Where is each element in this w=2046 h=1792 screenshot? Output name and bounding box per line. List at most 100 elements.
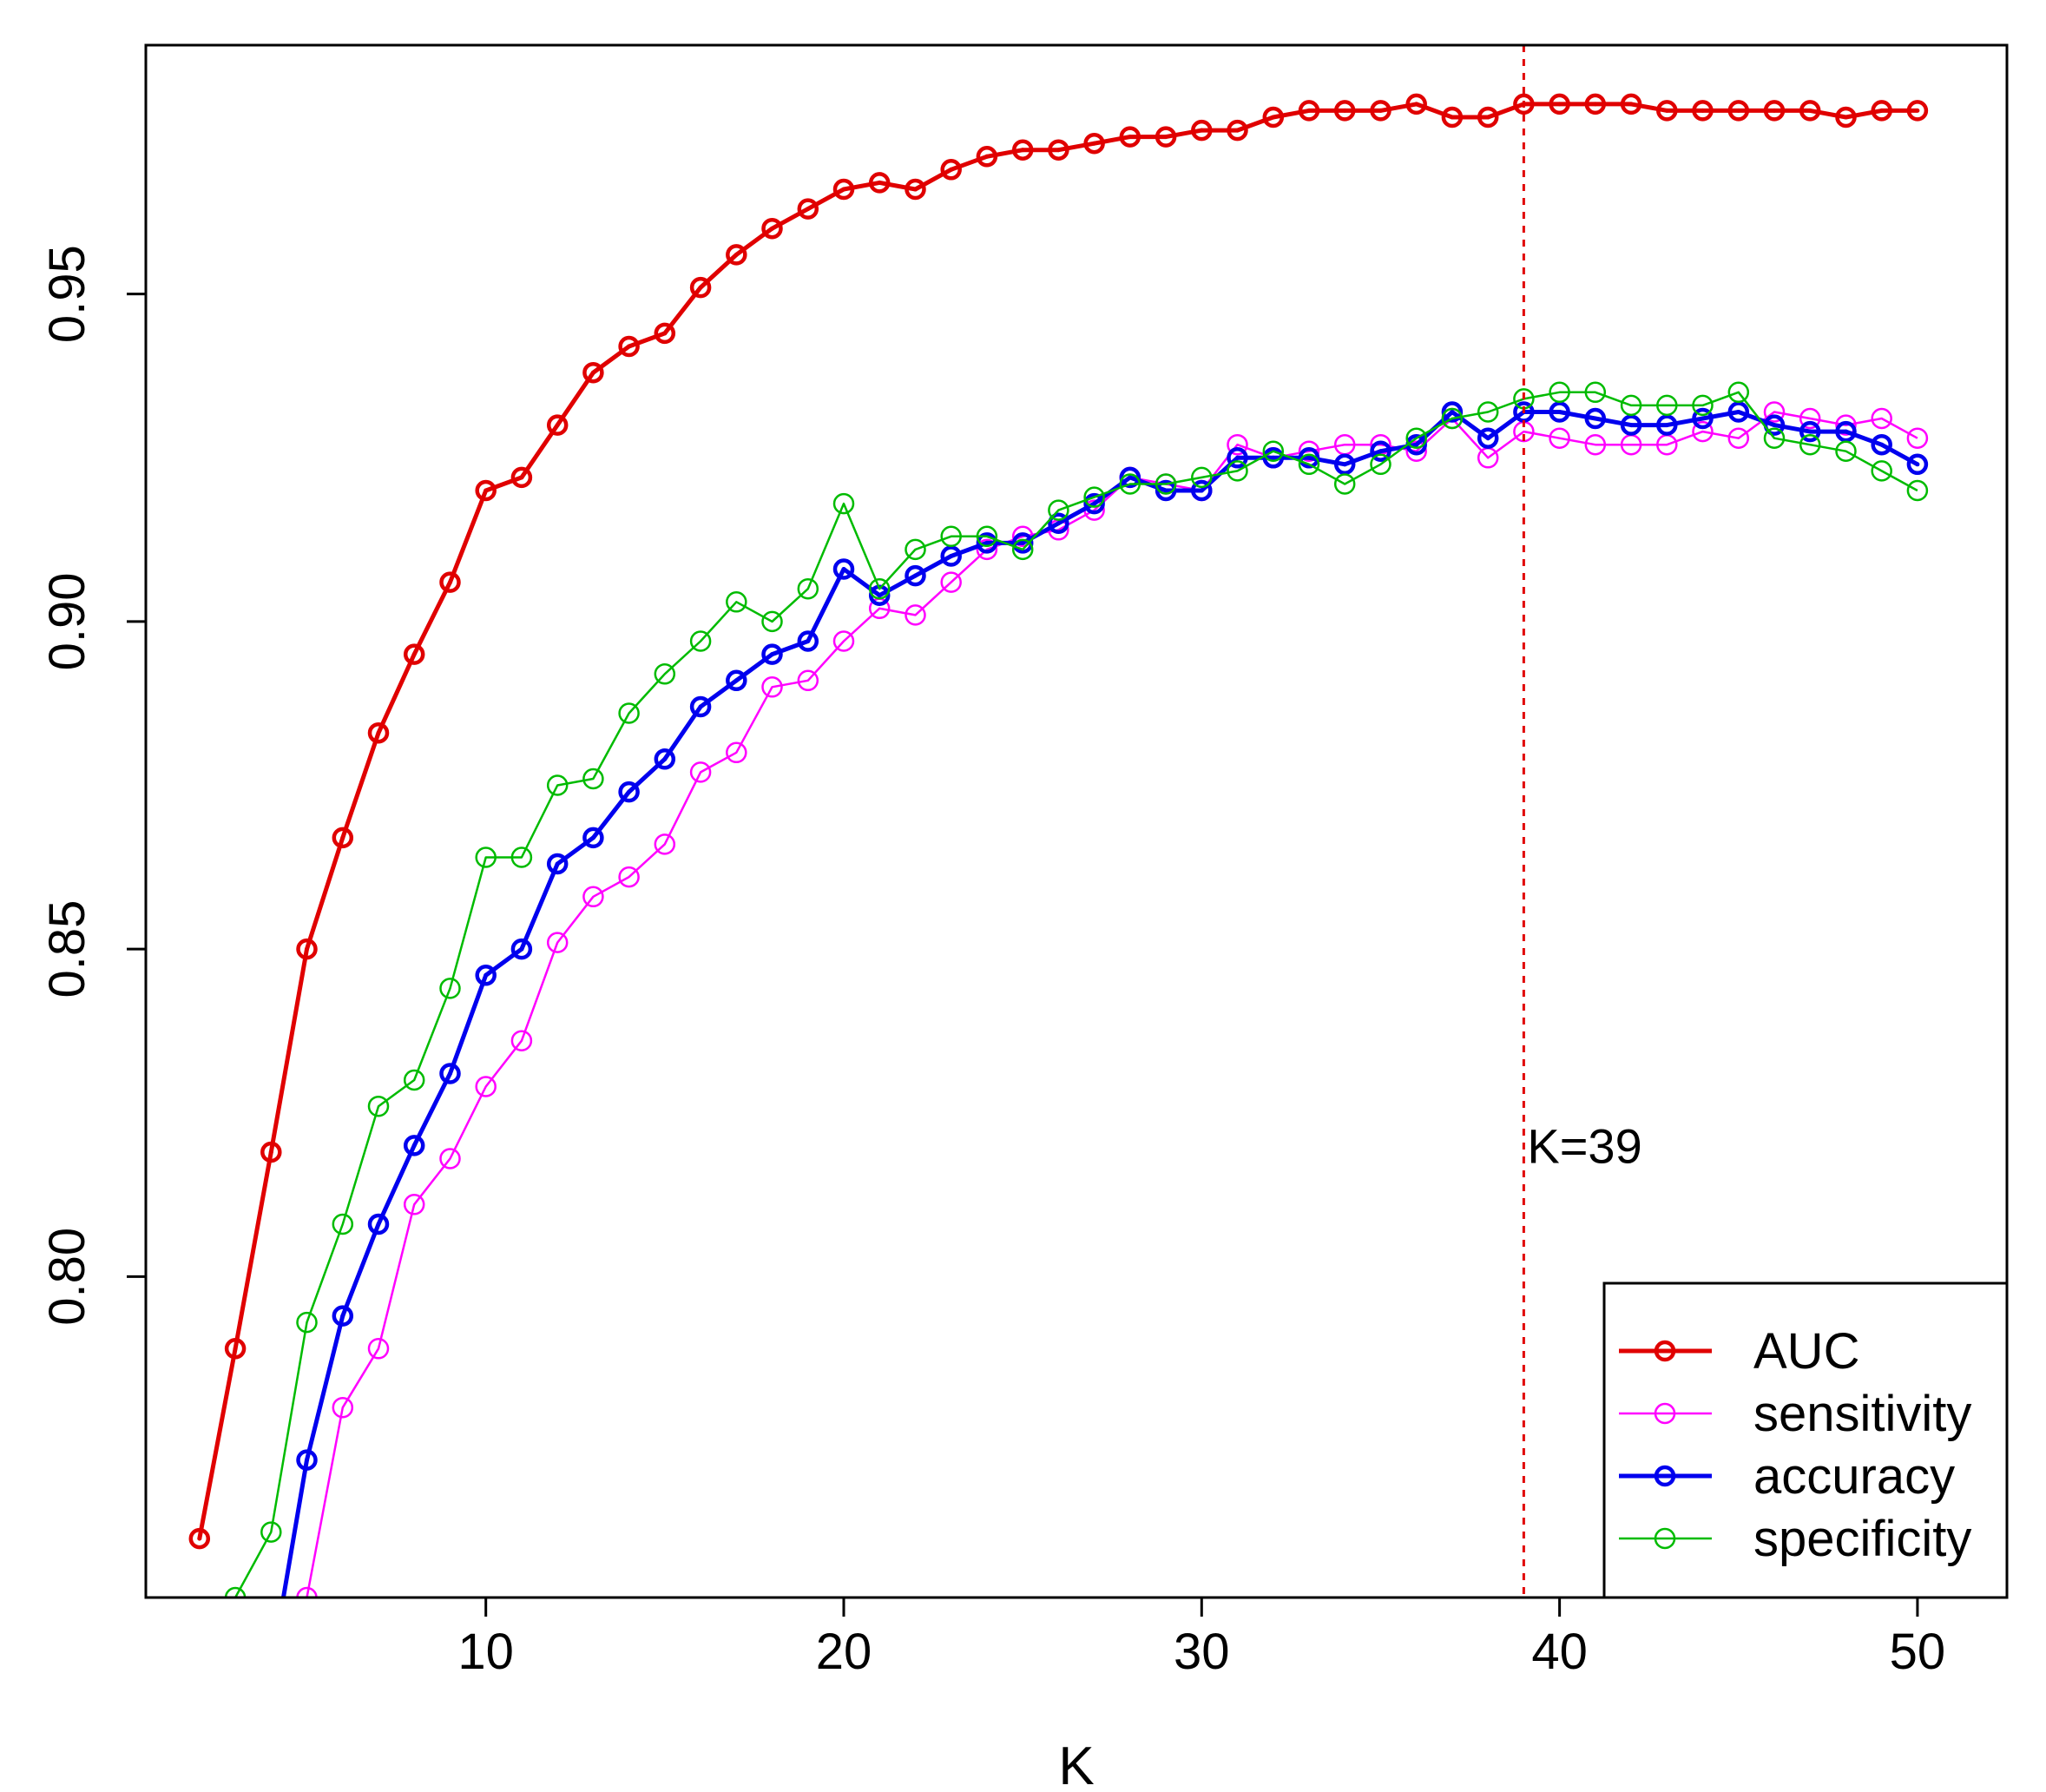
point-center-accuracy (448, 1071, 452, 1076)
point-center-accuracy (1235, 455, 1240, 460)
point-AUC (726, 244, 747, 266)
point-center-accuracy (1593, 416, 1598, 421)
point-specificity (689, 630, 712, 652)
point-AUC (618, 335, 640, 358)
point-specificity (654, 663, 676, 685)
legend-marker-accuracy (1654, 1465, 1676, 1487)
point-sensitivity (905, 604, 926, 626)
point-sensitivity (475, 1076, 497, 1097)
point-center-AUC (197, 1536, 202, 1541)
point-center-accuracy (1306, 455, 1312, 460)
point-center-AUC (1628, 102, 1634, 107)
point-accuracy (1620, 414, 1642, 436)
point-accuracy (1441, 401, 1464, 423)
point-accuracy (296, 1449, 318, 1471)
point-AUC (1727, 100, 1750, 122)
series-AUC (188, 93, 1929, 1550)
point-center-accuracy (806, 639, 811, 643)
point-sensitivity (726, 741, 747, 764)
point-sensitivity (1584, 433, 1607, 456)
point-accuracy (689, 695, 712, 718)
point-specificity (1011, 538, 1034, 561)
point-center-accuracy (555, 861, 560, 866)
point-AUC (1620, 93, 1642, 115)
point-sensitivity (403, 1194, 425, 1216)
point-specificity (940, 525, 962, 548)
x-tick-label: 20 (816, 1624, 872, 1680)
point-sensitivity (1727, 427, 1750, 449)
point-center-accuracy (1163, 488, 1168, 493)
point-specificity (260, 1521, 282, 1543)
point-center-accuracy (662, 756, 668, 761)
point-AUC (224, 1338, 247, 1360)
point-center-AUC (448, 580, 452, 585)
point-specificity (1119, 473, 1141, 495)
point-specificity (726, 591, 747, 613)
point-center-AUC (1235, 128, 1240, 133)
point-center-accuracy (877, 593, 882, 598)
point-AUC (260, 1141, 282, 1163)
point-center-AUC (376, 730, 381, 735)
point-center-accuracy (949, 554, 954, 558)
point-AUC (582, 361, 604, 384)
legend: AUC sensitivity accuracy specificity (1602, 1281, 2009, 1599)
point-accuracy (905, 564, 926, 587)
point-center-AUC (806, 207, 811, 212)
point-specificity (510, 847, 533, 868)
point-specificity (1477, 401, 1499, 423)
y-tick-label: 0.90 (39, 572, 95, 670)
point-center-accuracy (1664, 423, 1669, 428)
point-accuracy (332, 1305, 354, 1327)
point-center-AUC (1915, 108, 1920, 113)
point-sensitivity (1405, 440, 1427, 462)
point-sensitivity (367, 1338, 390, 1360)
point-AUC (1835, 106, 1857, 128)
point-center-AUC (484, 488, 489, 493)
point-center-AUC (268, 1150, 273, 1155)
point-center-accuracy (519, 946, 524, 952)
point-AUC (1191, 119, 1213, 142)
point-center-accuracy (1557, 410, 1562, 414)
point-center-accuracy (1628, 423, 1634, 428)
point-accuracy (475, 965, 497, 986)
point-center-accuracy (305, 1458, 309, 1463)
point-accuracy (832, 558, 855, 580)
point-specificity (618, 702, 640, 724)
point-accuracy (510, 938, 533, 960)
point-specificity (1620, 394, 1642, 417)
point-AUC (1048, 139, 1069, 161)
point-center-AUC (770, 226, 774, 231)
point-center-accuracy (376, 1222, 381, 1227)
legend-label-accuracy: accuracy (1753, 1448, 1955, 1505)
point-sensitivity (510, 1030, 533, 1051)
point-accuracy (761, 643, 783, 665)
point-AUC (1763, 100, 1786, 122)
point-center-AUC (1092, 141, 1097, 146)
point-center-AUC (1736, 108, 1741, 113)
point-AUC (1333, 100, 1356, 122)
y-tick-label: 0.85 (39, 900, 95, 998)
point-AUC (761, 217, 783, 240)
point-AUC (905, 178, 926, 201)
point-specificity (761, 610, 783, 633)
point-sensitivity (797, 669, 819, 692)
point-sensitivity (1692, 420, 1714, 443)
point-accuracy (618, 781, 640, 803)
point-center-AUC (841, 187, 846, 192)
point-sensitivity (1906, 427, 1929, 449)
point-accuracy (1119, 466, 1141, 489)
point-AUC (475, 479, 497, 502)
x-tick-label: 10 (457, 1624, 514, 1680)
x-axis: 10 20 30 40 50 (457, 1598, 1945, 1680)
point-sensitivity (761, 676, 783, 698)
point-AUC (1906, 100, 1929, 122)
point-AUC (654, 322, 676, 345)
point-center-AUC (555, 423, 560, 428)
point-accuracy (1727, 401, 1750, 423)
series-accuracy (280, 401, 1929, 1598)
point-sensitivity (940, 571, 962, 593)
point-center-AUC (1414, 102, 1419, 107)
legend-label-specificity: specificity (1753, 1511, 1971, 1567)
point-specificity (1405, 427, 1427, 449)
